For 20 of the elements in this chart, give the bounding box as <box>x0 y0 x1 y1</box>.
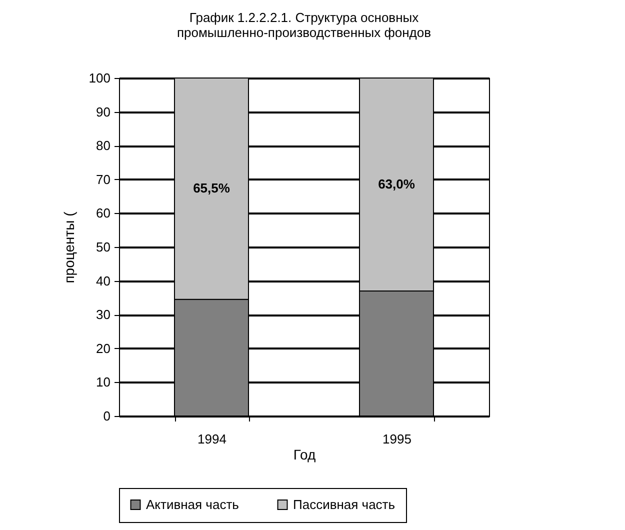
data-label: 63,0% <box>378 176 416 192</box>
y-tick-label: 0 <box>103 408 110 424</box>
y-tick-label: 40 <box>96 273 110 288</box>
legend-label: Пассивная часть <box>293 496 396 512</box>
y-tick-label: 100 <box>88 70 110 86</box>
y-tick-label: 30 <box>96 307 110 322</box>
y-tick-label: 70 <box>96 172 110 187</box>
chart-title: График 1.2.2.2.1. Структура основных промышленно-производственных фондов <box>176 10 432 40</box>
y-tick-label: 60 <box>96 206 110 221</box>
y-axis-title: проценты ( <box>60 211 77 284</box>
x-tick-label: 1994 <box>198 432 226 446</box>
x-axis-title: Год <box>293 446 316 462</box>
y-tick-label: 90 <box>96 104 110 120</box>
x-tick-label: 1995 <box>382 432 412 446</box>
y-tick-label: 20 <box>96 340 110 356</box>
y-tick-label: 80 <box>96 138 110 154</box>
legend-label: Активная часть <box>146 496 240 512</box>
y-tick-label: 10 <box>96 374 110 390</box>
data-label: 65,5% <box>193 180 230 196</box>
y-tick-label: 50 <box>96 240 110 254</box>
